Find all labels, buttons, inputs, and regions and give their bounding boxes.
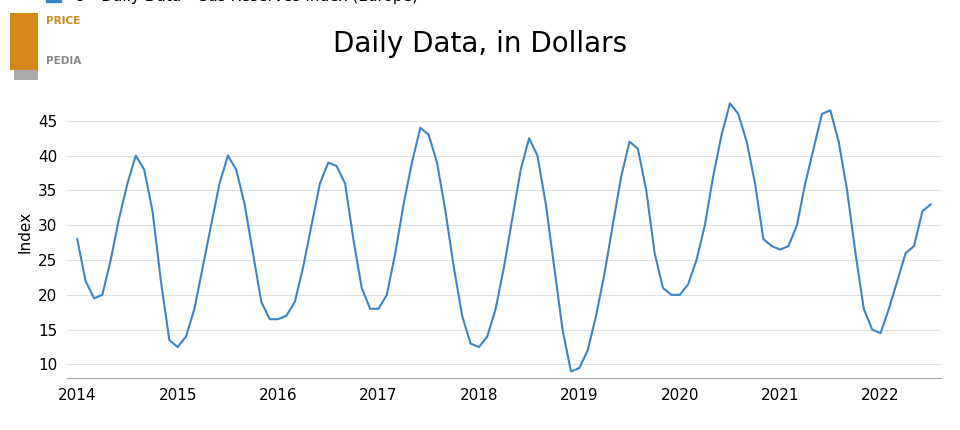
Bar [10, 13, 38, 70]
Legend: O - Daily Data - Gas Reserves Index (Europe): O - Daily Data - Gas Reserves Index (Eur… [40, 0, 423, 10]
Text: PRICE: PRICE [46, 16, 81, 26]
Y-axis label: Index: Index [17, 211, 33, 253]
Text: Daily Data, in Dollars: Daily Data, in Dollars [333, 30, 627, 58]
Text: PEDIA: PEDIA [46, 56, 82, 66]
Bar [14, 32, 38, 80]
